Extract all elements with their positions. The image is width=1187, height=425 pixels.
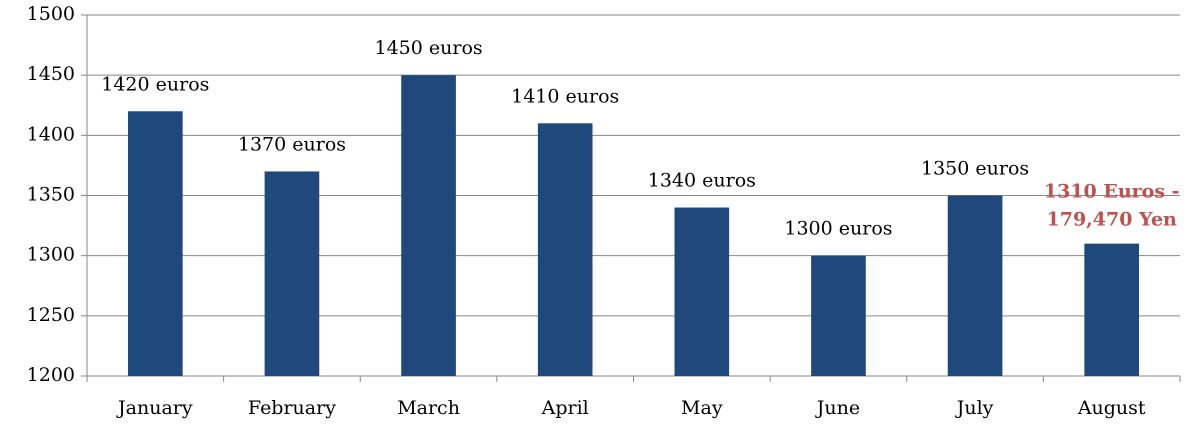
x-tick-label: June — [815, 397, 860, 419]
x-tick-label: March — [397, 397, 460, 419]
bar — [127, 111, 183, 377]
x-tick-label: May — [681, 397, 723, 419]
bar — [537, 123, 593, 376]
value-label: 1410 euros — [511, 85, 619, 107]
bar — [811, 255, 866, 376]
value-label: 1310 Euros -179,470 Yen — [1044, 181, 1180, 231]
x-tick-label: January — [116, 397, 193, 419]
y-tick-label: 1250 — [27, 304, 75, 326]
value-label: 1340 euros — [648, 170, 756, 192]
y-tick-label: 1450 — [27, 63, 75, 85]
x-tick-label: April — [541, 397, 589, 419]
value-label: 1300 euros — [784, 218, 892, 240]
x-tick-label: August — [1077, 397, 1146, 419]
value-label: 1450 euros — [374, 37, 482, 59]
bar — [947, 195, 1003, 376]
y-tick-label: 1400 — [27, 123, 75, 145]
value-label: 1370 euros — [238, 133, 346, 155]
bar — [401, 75, 456, 377]
x-tick-label: July — [955, 397, 994, 419]
bar — [674, 207, 730, 376]
x-tick-label: February — [248, 397, 336, 419]
bar — [264, 171, 320, 376]
value-label: 1350 euros — [921, 158, 1029, 180]
bar — [1084, 243, 1140, 376]
y-tick-label: 1200 — [27, 364, 75, 386]
y-tick-label: 1350 — [27, 184, 75, 206]
value-label: 1420 euros — [101, 73, 209, 95]
y-tick-label: 1500 — [27, 3, 75, 25]
y-tick-label: 1300 — [27, 244, 75, 266]
